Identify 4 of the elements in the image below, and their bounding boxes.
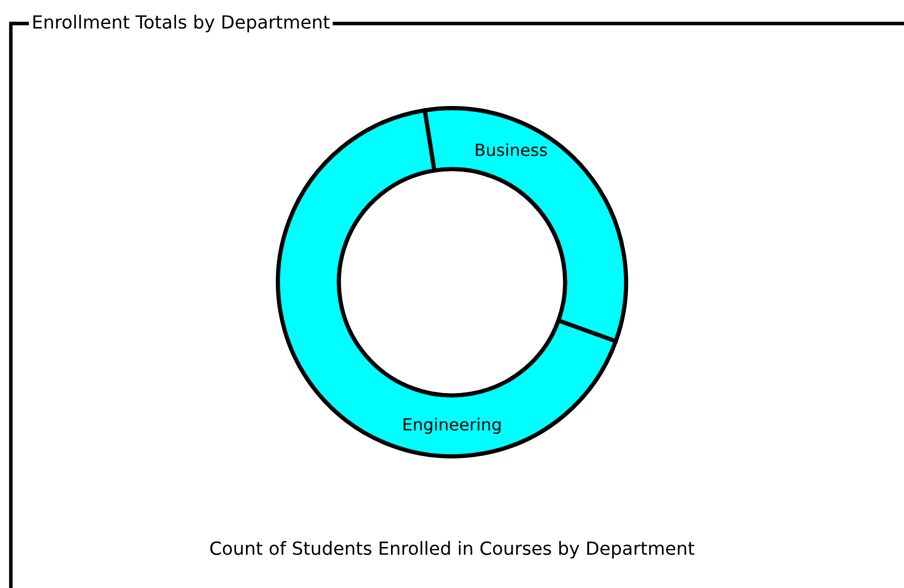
slice-label: Business	[476, 143, 547, 156]
text: Count of Students Enrolled in Courses by Department	[210, 541, 694, 559]
chart-title: Enrollment Totals by Department	[33, 14, 330, 32]
slice-label: Engineering	[404, 418, 500, 434]
